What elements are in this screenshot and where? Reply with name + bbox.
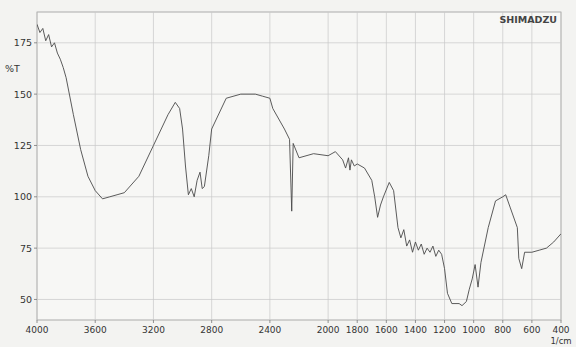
grid-line-x xyxy=(357,12,358,320)
chart: 4000 3600 3200 2800 2400 2000 1800 1600 1400 1200… xyxy=(0,0,576,347)
grid-line-y xyxy=(37,248,561,249)
tick-y xyxy=(34,42,37,43)
tick-y xyxy=(34,196,37,197)
grid-line-x xyxy=(386,12,387,320)
tick-label-x: 4000 xyxy=(26,325,49,335)
tick-label-y: 150 xyxy=(14,89,32,100)
tick-label-x: 2000 xyxy=(317,325,340,335)
tick-x xyxy=(357,320,358,323)
tick-label-x: 3600 xyxy=(84,325,107,335)
tick-x xyxy=(37,320,38,323)
spectrum-line xyxy=(37,24,561,305)
grid-line-y xyxy=(37,42,561,43)
grid-line-x xyxy=(269,12,270,320)
tick-y xyxy=(34,299,37,300)
tick-x xyxy=(415,320,416,323)
background xyxy=(0,0,576,347)
tick-x xyxy=(502,320,503,323)
tick-x xyxy=(328,320,329,323)
grid-line-y xyxy=(37,94,561,95)
tick-label-y: 175 xyxy=(14,37,32,48)
brand: SHIMADZU xyxy=(499,14,557,25)
tick-label-x: 400 xyxy=(552,325,569,335)
grid-line-x xyxy=(211,12,212,320)
tick-label-x: 2800 xyxy=(200,325,223,335)
tick-label-y: 100 xyxy=(14,191,32,202)
axis-title-y: %T xyxy=(5,63,20,74)
tick-label-x: 3200 xyxy=(142,325,165,335)
grid-line-x xyxy=(502,12,503,320)
tick-y xyxy=(34,145,37,146)
plot-frame xyxy=(37,12,561,320)
tick-label-x: 1000 xyxy=(462,325,485,335)
tick-label-x: 2400 xyxy=(258,325,281,335)
tick-label-y: 125 xyxy=(14,140,32,151)
tick-label-x: 800 xyxy=(494,325,511,335)
tick-x xyxy=(531,320,532,323)
tick-x xyxy=(386,320,387,323)
grid-line-y xyxy=(37,145,561,146)
grid-line-y xyxy=(37,299,561,300)
tick-x xyxy=(153,320,154,323)
tick-x xyxy=(211,320,212,323)
tick-y xyxy=(34,248,37,249)
tick-label-y: 75 xyxy=(20,243,32,254)
grid-line-x xyxy=(328,12,329,320)
tick-label-y: 50 xyxy=(20,294,32,305)
grid-line-x xyxy=(153,12,154,320)
tick-label-x: 1200 xyxy=(433,325,456,335)
tick-x xyxy=(269,320,270,323)
tick-label-x: 600 xyxy=(523,325,540,335)
tick-x xyxy=(561,320,562,323)
series-group xyxy=(37,24,561,305)
tick-x xyxy=(95,320,96,323)
grid-line-x xyxy=(37,12,38,320)
tick-y xyxy=(34,94,37,95)
tick-label-x: 1600 xyxy=(375,325,398,335)
grid-line-x xyxy=(95,12,96,320)
grid-line-x xyxy=(415,12,416,320)
axis-title-x: 1/cm xyxy=(550,336,571,346)
tick-x xyxy=(473,320,474,323)
grid-line-y xyxy=(37,196,561,197)
tick-label-x: 1800 xyxy=(346,325,369,335)
tick-label-x: 1400 xyxy=(404,325,427,335)
grid-line-x xyxy=(561,12,562,320)
tick-x xyxy=(444,320,445,323)
grid-line-x xyxy=(531,12,532,320)
